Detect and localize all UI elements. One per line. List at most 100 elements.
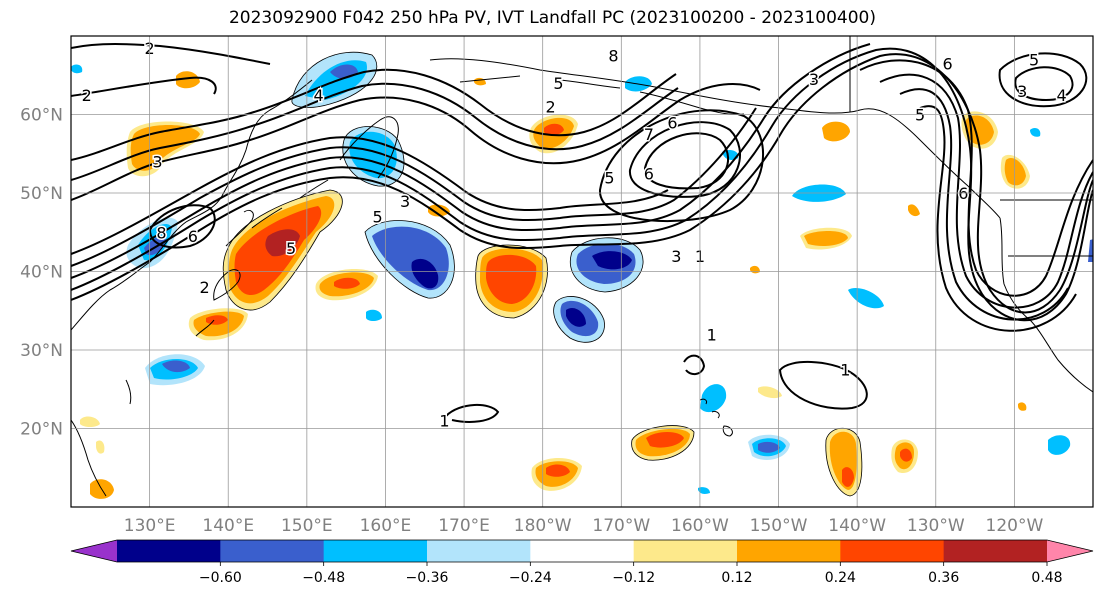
- anomaly-blob: [1030, 128, 1041, 137]
- lon-tick-label: 130°E: [124, 516, 176, 536]
- contour-label: 8: [608, 47, 618, 66]
- contour-label: 4: [314, 86, 324, 105]
- anomaly-blob: [162, 360, 190, 373]
- anomaly-blob: [334, 277, 360, 289]
- anomaly-blob: [366, 309, 382, 321]
- lon-tick-label: 170°W: [592, 516, 650, 536]
- latitude-labels: 20°N 30°N 40°N 50°N 60°N: [20, 106, 63, 440]
- contour-label: 5: [1029, 51, 1039, 70]
- colorbar-segment: [220, 540, 325, 562]
- lat-tick-label: 40°N: [20, 263, 63, 283]
- pv-contour-line: [71, 43, 271, 65]
- pv-contour-line: [71, 83, 761, 201]
- colorbar-segment: [117, 540, 221, 562]
- contour-label: 6: [958, 184, 968, 203]
- colorbar-segment: [840, 540, 945, 562]
- contour-label: 1: [840, 361, 850, 380]
- lat-tick-label: 30°N: [20, 341, 63, 361]
- asia-coastline: [71, 79, 313, 331]
- anomaly-blob: [698, 487, 710, 494]
- pv-contour-line: [148, 204, 216, 249]
- pv-contour-line: [598, 109, 765, 223]
- anomaly-blob: [428, 204, 450, 217]
- anomaly-blob: [411, 258, 439, 289]
- contour-label: 6: [644, 164, 654, 183]
- ivt-shading: [71, 51, 1093, 499]
- contour-label: 2: [545, 98, 555, 117]
- lon-tick-label: 150°E: [281, 516, 333, 536]
- colorbar-extend-low: [71, 540, 117, 562]
- colorbar-segment: [633, 540, 738, 562]
- colorbar-extend-high: [1047, 540, 1093, 562]
- colorbar-tick-label: 0.12: [721, 570, 752, 586]
- pv-contour-line: [919, 105, 1077, 332]
- anomaly-blob: [1004, 157, 1026, 186]
- longitude-labels: 130°E 140°E 150°E 160°E 170°E 180°W 170°W 160°W…: [124, 516, 1044, 536]
- anomaly-blob: [592, 251, 632, 270]
- contour-label: 6: [188, 227, 198, 246]
- colorbar-segment: [427, 540, 531, 562]
- japan-coastline: [195, 209, 254, 337]
- contour-label: 3: [400, 192, 410, 211]
- anomaly-blob: [486, 254, 537, 304]
- pv-contour-line: [71, 76, 217, 97]
- colorbar-labels: −0.60 −0.48 −0.36 −0.24 −0.12 0.12 0.24 0.36 0.4…: [199, 562, 1063, 586]
- anomaly-blob: [900, 448, 912, 462]
- colorbar-tick-label: −0.24: [509, 570, 552, 586]
- lat-tick-label: 50°N: [20, 184, 63, 204]
- lon-tick-label: 170°E: [438, 516, 490, 536]
- anomaly-blob: [722, 150, 739, 160]
- contour-label: 5: [915, 106, 925, 125]
- anomaly-blob: [758, 386, 782, 399]
- anomaly-blob: [544, 123, 564, 136]
- pv-contour-line: [998, 52, 1088, 108]
- contour-label: 3: [671, 247, 681, 266]
- pv-contours: [71, 43, 1093, 423]
- pv-contour-line: [879, 73, 1093, 309]
- anomaly-blob: [546, 464, 570, 477]
- gridlines: [71, 36, 1093, 507]
- colorbar: [70, 539, 1094, 563]
- lon-tick-label: 160°W: [671, 516, 729, 536]
- contour-label: 8: [156, 223, 166, 242]
- pv-contour-line: [683, 354, 706, 376]
- anomaly-blob: [908, 204, 920, 217]
- anomaly-blob: [804, 231, 848, 246]
- contour-label: 5: [373, 208, 383, 227]
- hawaii-islands: [699, 398, 733, 437]
- anomaly-blob: [646, 432, 684, 448]
- anomaly-blob: [700, 384, 727, 413]
- anomaly-blob: [96, 440, 105, 454]
- colorbar-segment: [943, 540, 1048, 562]
- contour-label: 3: [809, 70, 819, 89]
- contour-label: 5: [604, 168, 614, 187]
- anomaly-blob: [566, 307, 586, 327]
- pv-contour-line: [643, 132, 729, 190]
- pv-contour-line: [1014, 66, 1074, 102]
- contour-label: 1: [439, 412, 449, 431]
- lon-tick-label: 140°W: [828, 516, 886, 536]
- contour-label: 3: [1017, 82, 1027, 101]
- contour-label: 2: [82, 86, 92, 105]
- pv-contour-line: [445, 404, 500, 423]
- contour-label: 6: [667, 113, 677, 132]
- contour-label: 7: [644, 125, 654, 144]
- colorbar-tick-label: −0.36: [406, 570, 449, 586]
- anomaly-blob: [80, 416, 100, 427]
- pv-contour-line: [71, 53, 1093, 314]
- lon-tick-label: 180°W: [514, 516, 572, 536]
- contour-label: 3: [152, 153, 162, 172]
- anomaly-blob: [1018, 402, 1027, 411]
- pv-contour-line: [859, 59, 1093, 297]
- colorbar-segment: [530, 540, 635, 562]
- anomaly-blob: [842, 467, 854, 487]
- anomaly-blob: [822, 121, 850, 142]
- lat-tick-label: 60°N: [20, 106, 63, 126]
- pv-contour-line: [71, 107, 757, 267]
- colorbar-tick-label: −0.60: [199, 570, 242, 586]
- map-title: 2023092900 F042 250 hPa PV, IVT Landfall…: [228, 8, 876, 28]
- anomaly-blob: [71, 64, 83, 74]
- kuril-islands: [251, 179, 329, 229]
- colorbar-segment: [737, 540, 841, 562]
